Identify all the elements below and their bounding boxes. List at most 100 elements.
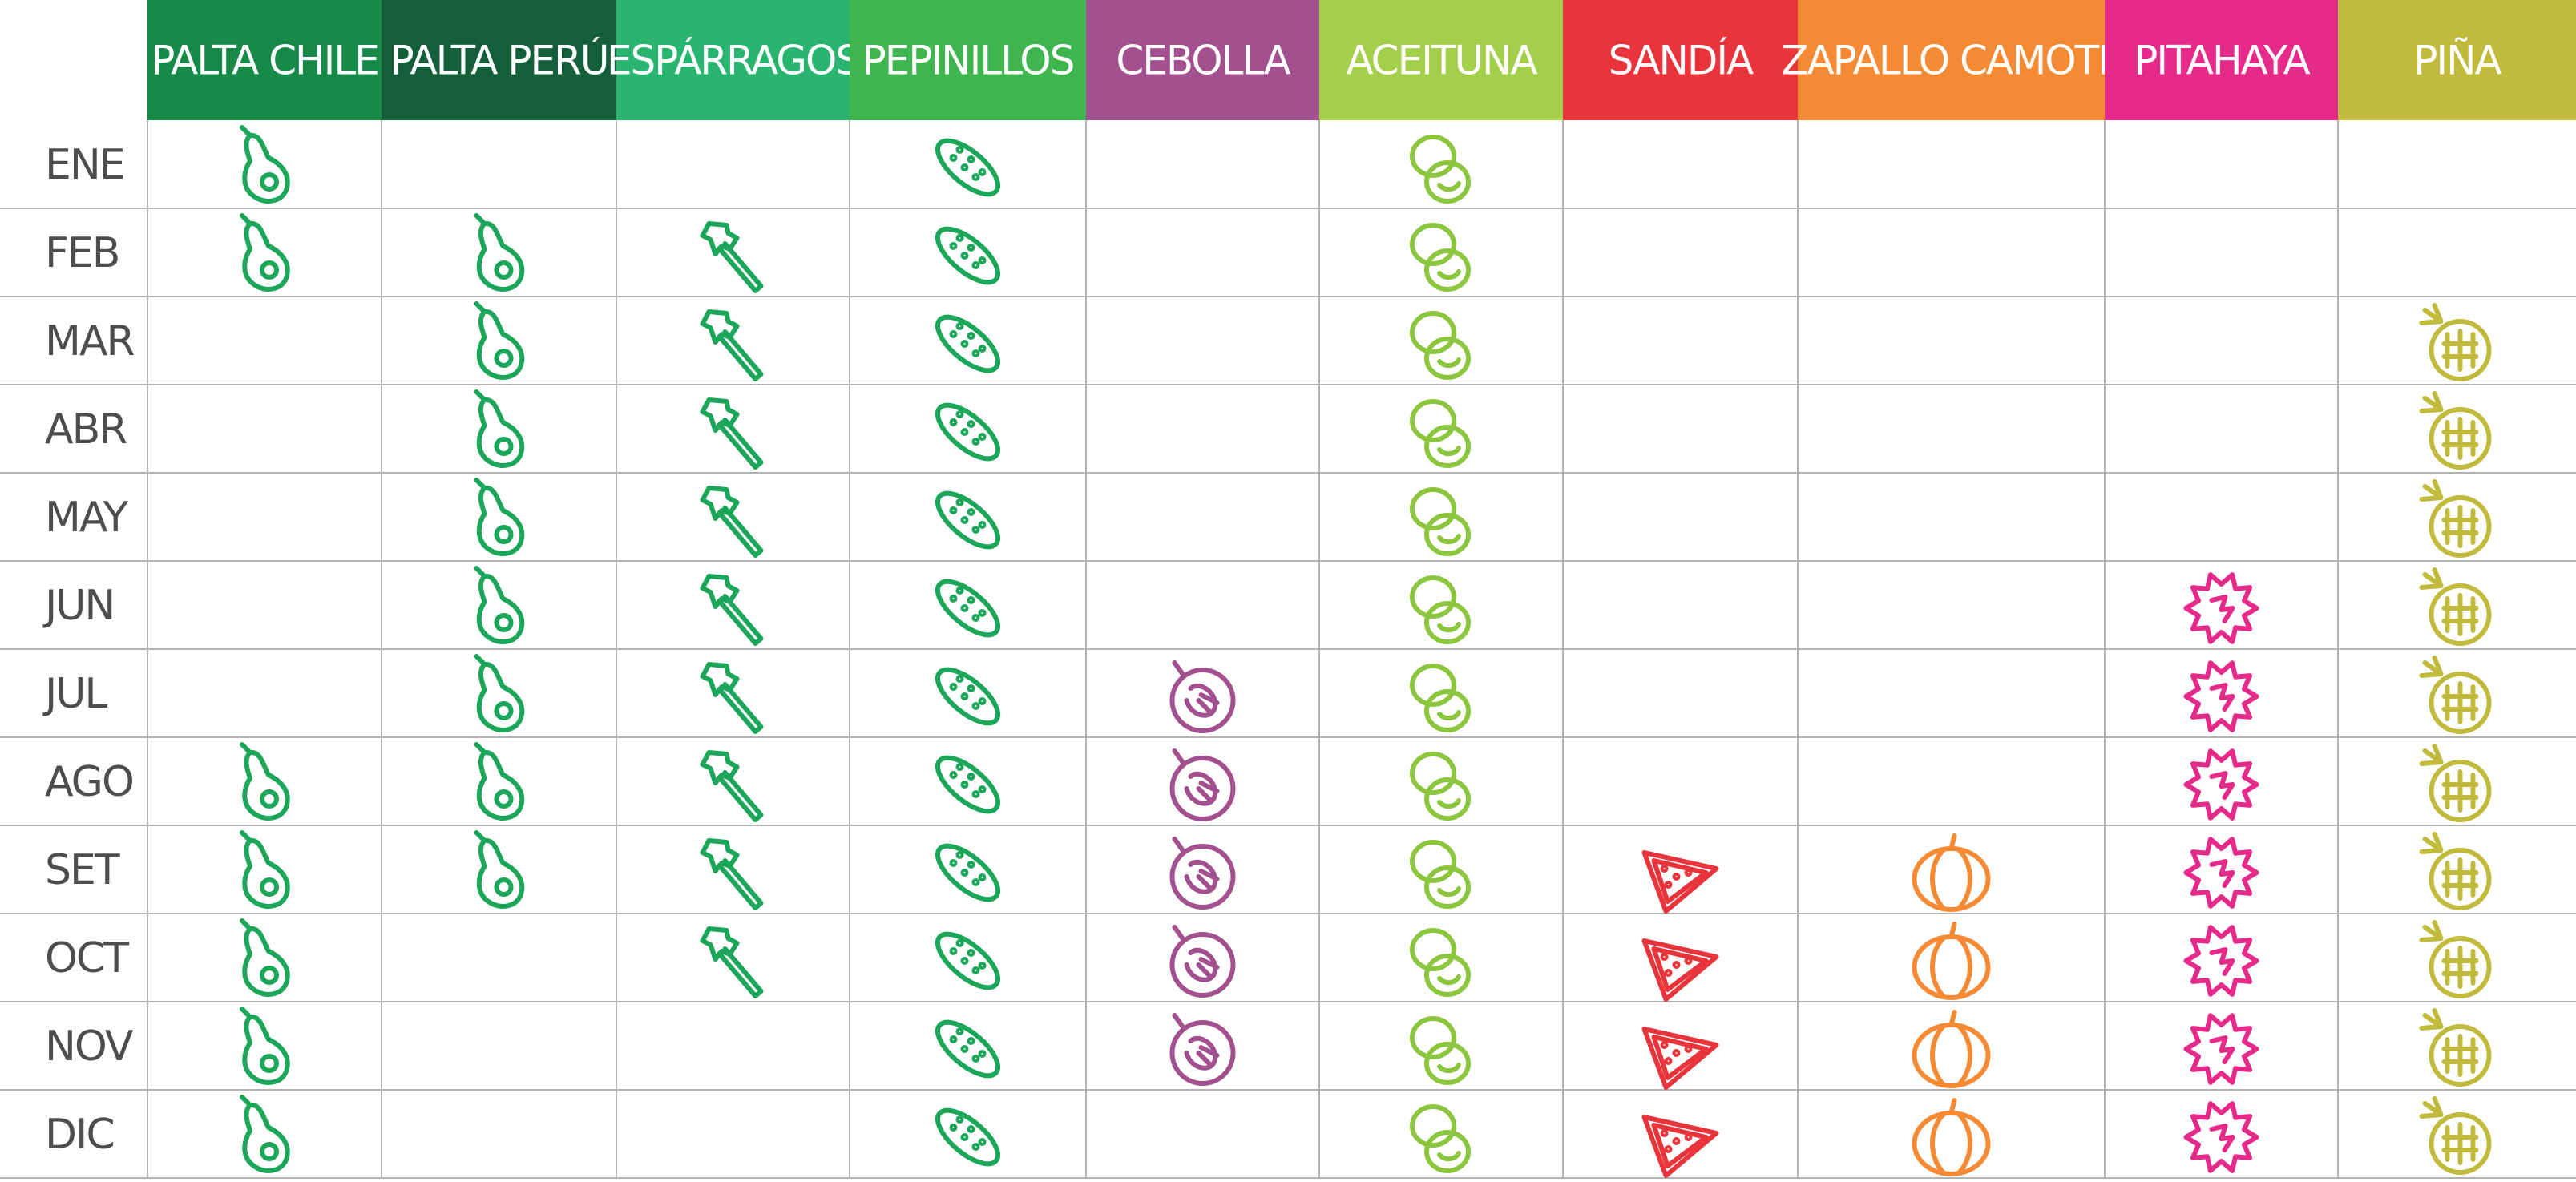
icon-part — [2419, 303, 2479, 372]
icon-part — [967, 1125, 975, 1133]
icon-part — [978, 962, 987, 970]
icon-part — [717, 858, 764, 910]
produce-icon — [700, 486, 764, 558]
icon-part — [1930, 1010, 1972, 1087]
icon-part — [949, 595, 958, 603]
produce-icon — [1169, 660, 1236, 733]
month-label: AGO — [45, 758, 133, 806]
header-cell — [1086, 0, 1319, 120]
month-label: SET — [45, 846, 120, 894]
icon-part — [971, 702, 980, 710]
produce-icon — [474, 301, 525, 380]
icon-part — [949, 242, 958, 250]
produce-icon — [1641, 1027, 1719, 1090]
icon-part — [1410, 1016, 1456, 1059]
icon-part — [2183, 748, 2259, 821]
produce-icon — [2183, 660, 2259, 732]
icon-part — [971, 526, 980, 534]
icon-part — [978, 1050, 987, 1058]
icon-part — [260, 1142, 279, 1161]
icon-part — [700, 574, 740, 609]
produce-icon — [935, 579, 1001, 638]
icon-part — [476, 837, 525, 909]
icon-part — [978, 521, 987, 529]
icon-part — [2429, 848, 2492, 910]
icon-part — [1664, 1145, 1673, 1153]
icon-part — [1410, 752, 1456, 795]
icon-part — [2183, 1013, 2259, 1085]
icon-part — [474, 742, 486, 753]
icon-part — [935, 314, 1001, 373]
icon-part — [960, 340, 969, 348]
produce-icon — [1410, 928, 1471, 997]
produce-icon — [2183, 1013, 2259, 1085]
produce-icon — [2419, 479, 2492, 558]
icon-part — [1684, 1133, 1693, 1141]
header-cell — [147, 0, 382, 120]
icon-part — [978, 609, 987, 617]
produce-icon — [1912, 833, 1991, 912]
icon-part — [260, 172, 279, 192]
produce-icon — [935, 667, 1001, 726]
icon-part — [1424, 954, 1471, 997]
icon-part — [960, 428, 969, 436]
header-cell — [2338, 0, 2576, 120]
icon-part — [1912, 1023, 1991, 1088]
icon-part — [949, 1124, 958, 1132]
icon-part — [1410, 664, 1456, 707]
produce-icon — [240, 213, 290, 292]
icon-part — [955, 1115, 964, 1124]
month-label: DIC — [45, 1111, 114, 1159]
icon-part — [2429, 1024, 2492, 1087]
icon-part — [494, 701, 514, 720]
icon-part — [935, 931, 1001, 990]
icon-part — [935, 1019, 1001, 1079]
icon-part — [967, 773, 975, 781]
icon-part — [242, 220, 290, 292]
icon-part — [978, 1138, 987, 1146]
produce-icon — [1410, 752, 1471, 821]
icon-part — [1437, 534, 1461, 544]
icon-part — [242, 926, 290, 997]
icon-part — [700, 838, 740, 873]
icon-part — [955, 675, 964, 683]
icon-part — [971, 261, 980, 269]
icon-part — [494, 613, 514, 632]
icon-part — [2209, 1124, 2235, 1152]
icon-part — [1437, 886, 1461, 897]
icon-part — [2429, 760, 2492, 822]
icon-part — [1424, 160, 1471, 204]
icon-part — [717, 418, 764, 470]
icon-part — [960, 957, 969, 965]
icon-part — [971, 790, 980, 798]
icon-part — [967, 596, 975, 604]
produce-icon — [2419, 920, 2492, 998]
icon-part — [955, 498, 964, 506]
icon-part — [1641, 1027, 1719, 1090]
icon-part — [1172, 837, 1220, 894]
produce-icon — [935, 1019, 1001, 1079]
produce-icon — [1410, 1016, 1471, 1085]
icon-part — [960, 781, 969, 789]
icon-part — [971, 349, 980, 357]
icon-part — [978, 785, 987, 793]
icon-part — [242, 1102, 290, 1173]
icon-part — [1930, 833, 1972, 910]
produce-icon — [1410, 311, 1471, 380]
icon-part — [260, 1054, 279, 1073]
produce-icon — [1410, 840, 1471, 909]
icon-part — [717, 241, 764, 293]
icon-part — [474, 389, 486, 401]
icon-part — [1912, 1111, 1991, 1176]
icon-part — [971, 1143, 980, 1151]
icon-part — [967, 420, 975, 428]
icon-part — [1437, 798, 1461, 809]
icon-part — [2419, 656, 2479, 724]
produce-icon — [2183, 748, 2259, 821]
icon-part — [474, 654, 486, 665]
icon-part — [978, 345, 987, 353]
produce-icon — [1912, 922, 1991, 1000]
icon-part — [717, 682, 764, 734]
icon-part — [960, 516, 969, 524]
